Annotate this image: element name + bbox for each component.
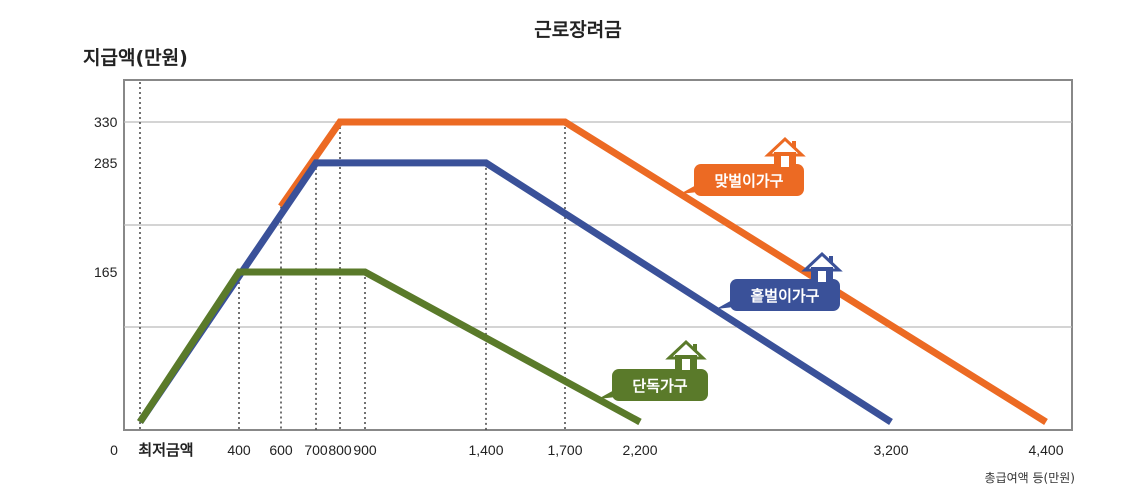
- plot-frame: [123, 79, 1073, 431]
- guide-lines: [139, 82, 566, 430]
- chart-title: 근로장려금: [534, 19, 621, 41]
- y-axis-label: 지급액(만원): [83, 47, 188, 69]
- house-door: [781, 156, 789, 167]
- legend-badge-label: 단독가구: [632, 377, 687, 395]
- y-tick-label: 165: [94, 264, 118, 280]
- house-chimney: [693, 344, 697, 351]
- house-door: [818, 271, 826, 282]
- legend-badge-label: 맞벌이가구: [714, 172, 783, 190]
- house-icon: [801, 251, 843, 282]
- y-tick-label: 0: [110, 442, 118, 458]
- legend-badge-2: 홑벌이가구: [716, 251, 843, 311]
- x-tick-label: 3,200: [873, 442, 908, 458]
- x-tick-label: 700: [304, 442, 328, 458]
- house-chimney: [792, 141, 796, 148]
- x-tick-label: 최저금액: [138, 441, 193, 459]
- y-tick-label: 330: [94, 114, 118, 130]
- legend-badge-pointer: [680, 184, 698, 194]
- x-tick-label: 4,400: [1028, 442, 1063, 458]
- x-tick-label: 1,700: [547, 442, 582, 458]
- legend-badge-box: [730, 279, 840, 311]
- y-tick-label: 285: [94, 155, 118, 171]
- x-tick-label: 800: [328, 442, 352, 458]
- x-tick-label: 400: [227, 442, 251, 458]
- legend-badge-label: 홑벌이가구: [750, 287, 819, 305]
- legend-badge-box: [612, 369, 708, 401]
- x-axis-label: 총급여액 등(만원): [985, 471, 1075, 485]
- legend-badge-pointer: [716, 299, 734, 309]
- x-tick-label: 900: [353, 442, 377, 458]
- house-door: [682, 359, 690, 370]
- y-ticks: 0 165 285 330: [94, 114, 118, 458]
- x-tick-label: 1,400: [468, 442, 503, 458]
- x-tick-label: 600: [269, 442, 293, 458]
- legend-badge-1: 맞벌이가구: [680, 136, 806, 196]
- grid: [124, 121, 1072, 328]
- x-tick-label: 2,200: [622, 442, 657, 458]
- x-ticks: 최저금액 400 600 700 800 900 1,400 1,700 2,200 3,200 4…: [138, 441, 1063, 459]
- legend-badge-pointer: [598, 389, 616, 399]
- series-line-1: [278, 118, 1048, 425]
- legend-badge-box: [694, 164, 804, 196]
- house-chimney: [829, 256, 833, 263]
- house-icon: [665, 339, 707, 370]
- series-line-3: [137, 268, 642, 426]
- house-icon: [764, 136, 806, 167]
- series-lines: [137, 118, 1048, 426]
- legend-badge-3: 단독가구: [598, 339, 708, 401]
